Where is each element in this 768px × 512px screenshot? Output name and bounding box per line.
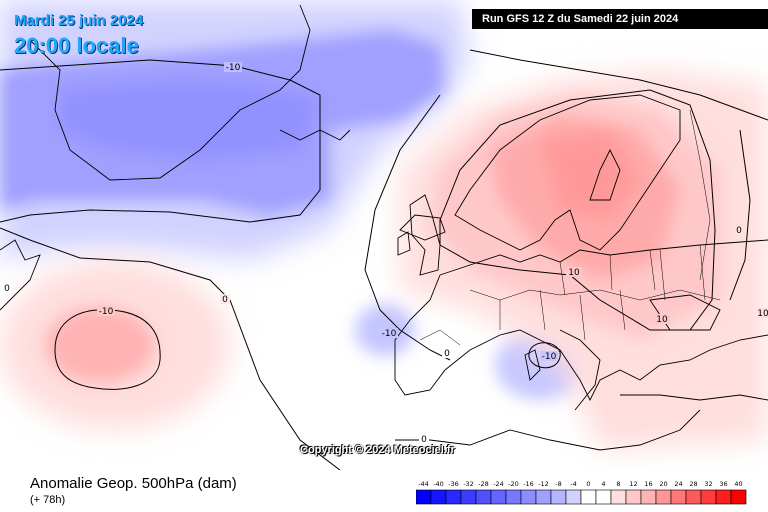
contour-minus10-greenland	[0, 59, 321, 223]
contour-label: -10	[226, 63, 241, 73]
legend-swatch	[416, 489, 432, 505]
contour-label: 10	[568, 268, 580, 278]
legend-value: -8	[555, 480, 561, 488]
legend-swatch	[580, 489, 597, 505]
contour-lines	[0, 49, 768, 470]
legend-value: -16	[523, 480, 534, 488]
legend-swatch	[655, 489, 672, 505]
contour-label: 0	[4, 284, 10, 294]
contour-minus10-italy	[528, 342, 561, 369]
forecast-date: Mardi 25 juin 2024	[14, 12, 144, 29]
run-info: Run GFS 12 Z du Samedi 22 juin 2024	[472, 9, 768, 29]
contour-plus10-atlantic	[54, 309, 161, 390]
legend-value: -20	[508, 480, 519, 488]
legend-value: 4	[601, 480, 605, 488]
legend-value: -40	[433, 480, 444, 488]
contour-zero-europe	[469, 49, 768, 121]
color-legend: -44 -40 -36 -32 -28 -24 -20 -16 -12 -8 -4 0 4 8 12 16 20…	[416, 480, 747, 505]
contour-label: 10	[757, 309, 768, 319]
legend-swatch	[715, 489, 732, 505]
legend-value: -12	[538, 480, 549, 488]
legend-value: -32	[463, 480, 474, 488]
legend-value: 20	[659, 480, 667, 488]
legend-swatch	[595, 489, 612, 505]
legend-swatch	[490, 489, 507, 505]
legend-value: 24	[674, 480, 682, 488]
legend-value: 12	[629, 480, 637, 488]
legend-value: 8	[616, 480, 620, 488]
legend-value: 16	[644, 480, 652, 488]
legend-value: -24	[493, 480, 504, 488]
legend-value: 36	[719, 480, 727, 488]
legend-swatch	[550, 489, 567, 505]
contour-label: 10	[656, 315, 668, 325]
legend-value: 0	[586, 480, 590, 488]
legend-swatch	[640, 489, 657, 505]
legend-swatch	[445, 489, 462, 505]
legend-swatch	[460, 489, 477, 505]
coastlines	[0, 4, 768, 451]
legend-value: 28	[689, 480, 697, 488]
country-borders	[419, 109, 721, 346]
legend-value: 40	[734, 480, 742, 488]
legend-value: -36	[448, 480, 459, 488]
legend-value: -28	[478, 480, 489, 488]
legend-value: -44	[418, 480, 429, 488]
anomaly-shading	[0, 0, 768, 450]
contour-zero-east	[729, 129, 751, 301]
legend-swatch	[700, 489, 717, 505]
forecast-lead: (+ 78h)	[30, 494, 66, 506]
legend-swatch	[610, 489, 627, 505]
contour-label: -10	[542, 352, 557, 362]
legend-swatch	[685, 489, 702, 505]
legend-swatch	[430, 489, 447, 505]
contour-label: 0	[421, 435, 427, 445]
contour-label: 0	[444, 349, 450, 359]
forecast-time: 20:00 locale	[14, 33, 139, 58]
legend-swatch	[535, 489, 552, 505]
contour-label: -10	[382, 329, 397, 339]
copyright: Copyright © 2024 Meteociel.fr	[300, 444, 455, 456]
legend-swatch	[475, 489, 492, 505]
legend-swatch	[565, 489, 582, 505]
legend-swatch	[520, 489, 537, 505]
map-title: Anomalie Geop. 500hPa (dam)	[30, 475, 237, 492]
contour-zero-arc	[364, 94, 451, 361]
legend-value: -4	[570, 480, 576, 488]
contour-label: 0	[736, 226, 742, 236]
legend-swatch	[505, 489, 522, 505]
contour-zero-main	[229, 299, 341, 470]
contour-plus10-europe	[439, 89, 716, 331]
legend-swatch	[730, 489, 747, 505]
contour-label: -10	[99, 307, 114, 317]
contour-label: 0	[222, 295, 228, 305]
legend-value: 32	[704, 480, 712, 488]
anomaly-map: -10 -10 -10 -10 0 0 0 0 0 10 10 10	[0, 0, 768, 470]
legend-swatch	[625, 489, 642, 505]
contour-zero-north	[0, 227, 231, 301]
contour-labels: -10 -10 -10 -10 0 0 0 0 0 10 10 10	[2, 62, 768, 445]
legend-swatch	[670, 489, 687, 505]
